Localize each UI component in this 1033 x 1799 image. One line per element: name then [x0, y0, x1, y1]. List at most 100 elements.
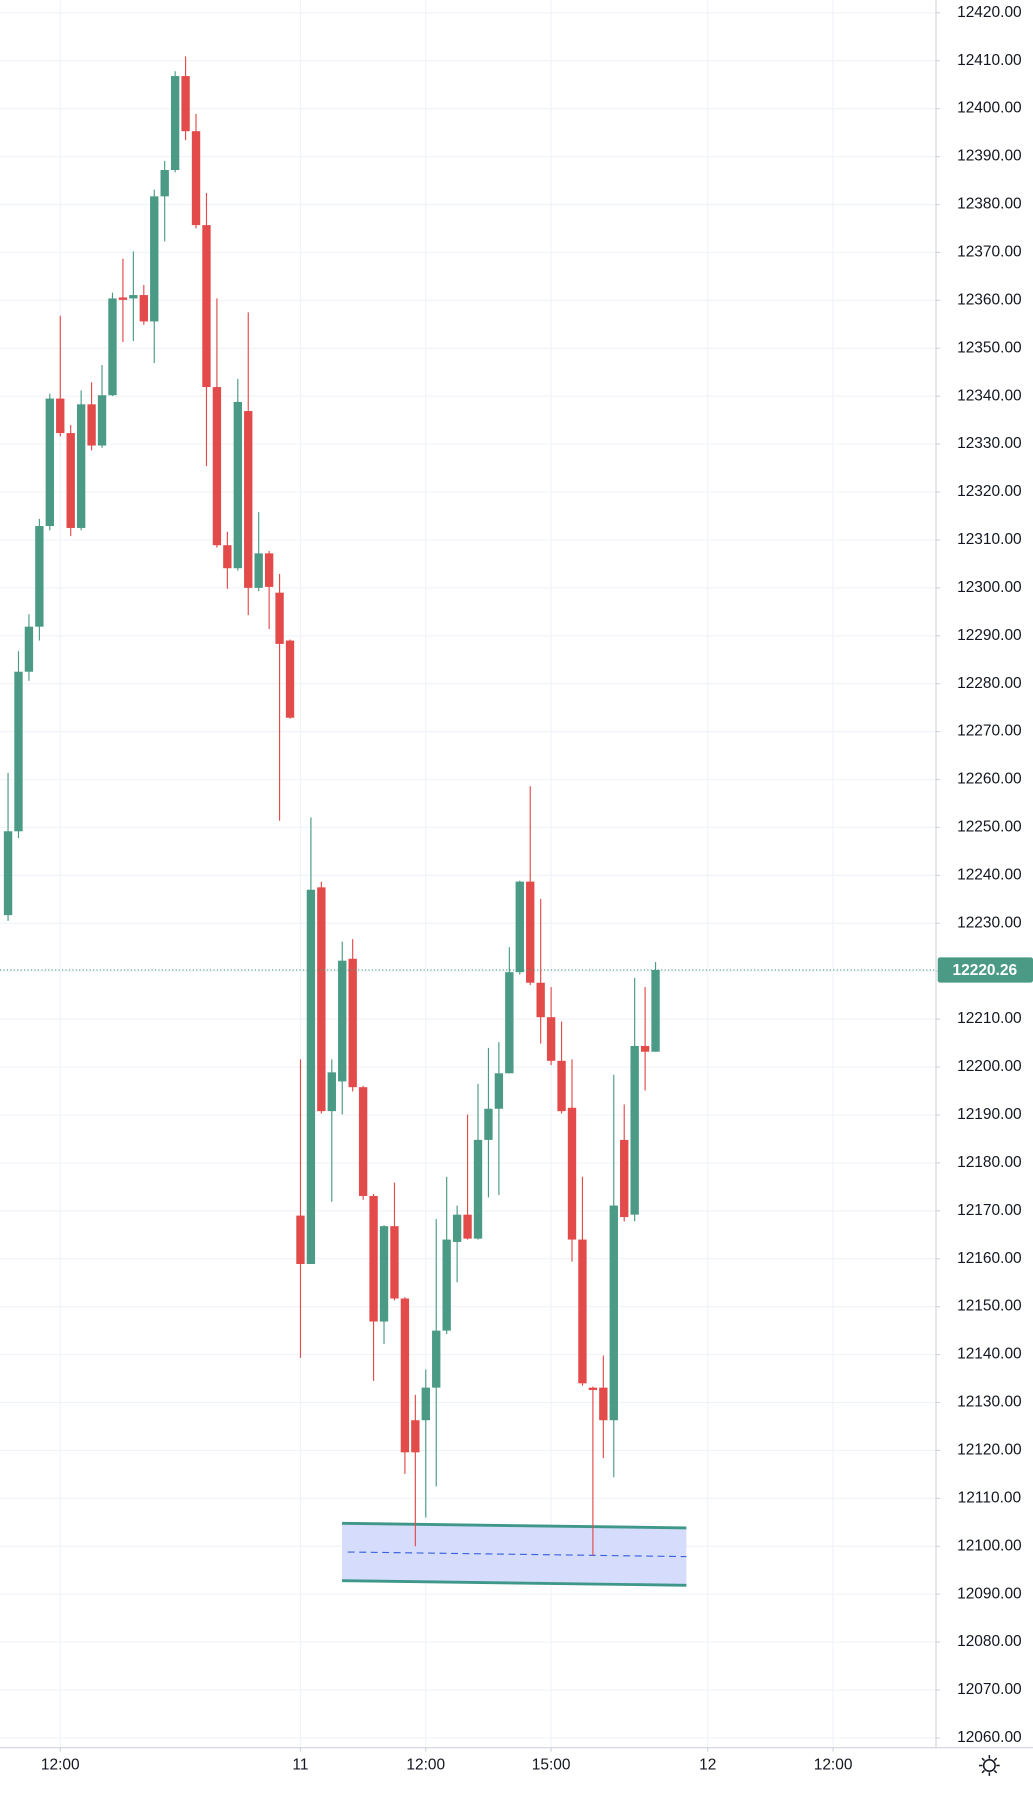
candle-body	[400, 1298, 410, 1453]
candle-body	[160, 169, 169, 197]
candle-body	[515, 881, 524, 973]
y-tick-label: 12420.00	[957, 4, 1022, 21]
y-tick-label: 12200.00	[957, 1058, 1022, 1075]
candle-body	[306, 889, 316, 1265]
candle-body	[35, 526, 44, 627]
y-tick-label: 12370.00	[957, 244, 1022, 261]
candle-body	[3, 831, 13, 916]
y-tick-label: 12320.00	[957, 483, 1022, 500]
channel-bottom	[342, 1579, 687, 1587]
candle-body	[609, 1205, 618, 1421]
y-tick-label: 12260.00	[957, 771, 1022, 788]
y-tick-label: 12400.00	[957, 100, 1022, 117]
candle-body	[327, 1072, 336, 1112]
y-tick-label: 12350.00	[957, 339, 1022, 356]
candle-body	[567, 1107, 577, 1240]
candle-body	[212, 387, 222, 546]
y-tick-label: 12090.00	[957, 1585, 1022, 1602]
candle-body	[317, 887, 326, 1112]
candle-body	[24, 626, 34, 672]
candle-body	[66, 433, 75, 528]
grid	[0, 0, 936, 1748]
candle-body	[87, 404, 96, 446]
candle-body	[108, 298, 117, 396]
y-tick-label: 12250.00	[957, 819, 1022, 836]
candle-body	[76, 404, 86, 528]
y-tick-label: 12110.00	[958, 1489, 1021, 1506]
candle-body	[546, 1017, 556, 1061]
candle-body	[473, 1139, 483, 1239]
candle-body	[275, 592, 284, 644]
candle-body	[139, 295, 148, 322]
candle-body	[536, 982, 545, 1018]
candle-body	[56, 398, 65, 434]
y-tick-label: 12330.00	[957, 435, 1022, 452]
y-tick-label: 12160.00	[957, 1250, 1022, 1267]
candle-body	[463, 1214, 472, 1239]
candle-body	[557, 1060, 566, 1112]
y-tick-label: 12390.00	[957, 148, 1022, 165]
y-tick-label: 12280.00	[957, 675, 1022, 692]
candle-body	[181, 76, 190, 132]
y-tick-label: 12300.00	[957, 579, 1022, 596]
settings-icon-spokes	[979, 1755, 1000, 1776]
y-tick-label: 12240.00	[957, 866, 1022, 883]
candles	[0, 56, 936, 1556]
y-tick-label: 12340.00	[957, 387, 1022, 404]
candle-body	[150, 196, 159, 322]
y-tick-label: 12270.00	[957, 723, 1022, 740]
x-tick-label: 12	[699, 1757, 716, 1774]
candle-body	[620, 1139, 629, 1218]
candle-body	[369, 1195, 378, 1322]
candle-body	[588, 1387, 598, 1391]
x-tick-label: 15:00	[532, 1757, 571, 1774]
candle-body	[233, 401, 242, 569]
y-tick-label: 12140.00	[957, 1346, 1022, 1363]
y-tick-label: 12180.00	[957, 1154, 1022, 1171]
candle-body	[45, 398, 54, 527]
candle-body	[264, 553, 274, 587]
settings-icon-ring	[982, 1759, 996, 1772]
candle-body	[630, 1045, 639, 1215]
candle-body	[348, 958, 357, 1088]
y-tick-label: 12130.00	[957, 1394, 1022, 1411]
candle-body	[244, 411, 253, 588]
candle-body	[526, 881, 535, 983]
y-tick-label: 12410.00	[957, 52, 1022, 69]
y-tick-label: 12230.00	[957, 914, 1022, 931]
candle-body	[578, 1239, 587, 1384]
y-tick-label: 12070.00	[957, 1681, 1022, 1698]
candle-body	[505, 972, 514, 1074]
candle-body	[285, 640, 295, 718]
channel-mid	[347, 1551, 687, 1558]
y-tick-label: 12150.00	[957, 1298, 1022, 1315]
candle-body	[379, 1226, 389, 1322]
candle-body	[254, 553, 263, 588]
candle-body	[421, 1387, 430, 1421]
candle-body	[432, 1330, 441, 1388]
drawing-channel	[342, 1521, 687, 1587]
y-tick-label: 12290.00	[957, 627, 1022, 644]
candle-body	[442, 1239, 451, 1331]
candle-body	[640, 1045, 650, 1052]
x-tick-label: 12:00	[406, 1757, 445, 1774]
y-tick-label: 12080.00	[957, 1633, 1022, 1650]
candle-body	[358, 1087, 368, 1196]
candle-body	[452, 1214, 462, 1242]
y-tick-label: 12190.00	[957, 1106, 1022, 1123]
y-tick-label: 12120.00	[957, 1442, 1022, 1459]
x-tick-label: 12:00	[41, 1757, 80, 1774]
candle-body	[14, 671, 23, 832]
candle-body	[191, 131, 201, 226]
last-price-box	[937, 957, 1033, 983]
candle-body	[338, 960, 347, 1082]
y-tick-label: 12310.00	[957, 531, 1022, 548]
candle-body	[599, 1387, 608, 1421]
y-tick-label: 12100.00	[957, 1537, 1022, 1554]
y-tick-label: 12210.00	[957, 1010, 1022, 1027]
channel-top	[342, 1521, 687, 1530]
settings-icon[interactable]	[979, 1755, 1000, 1776]
candle-body	[118, 297, 128, 300]
